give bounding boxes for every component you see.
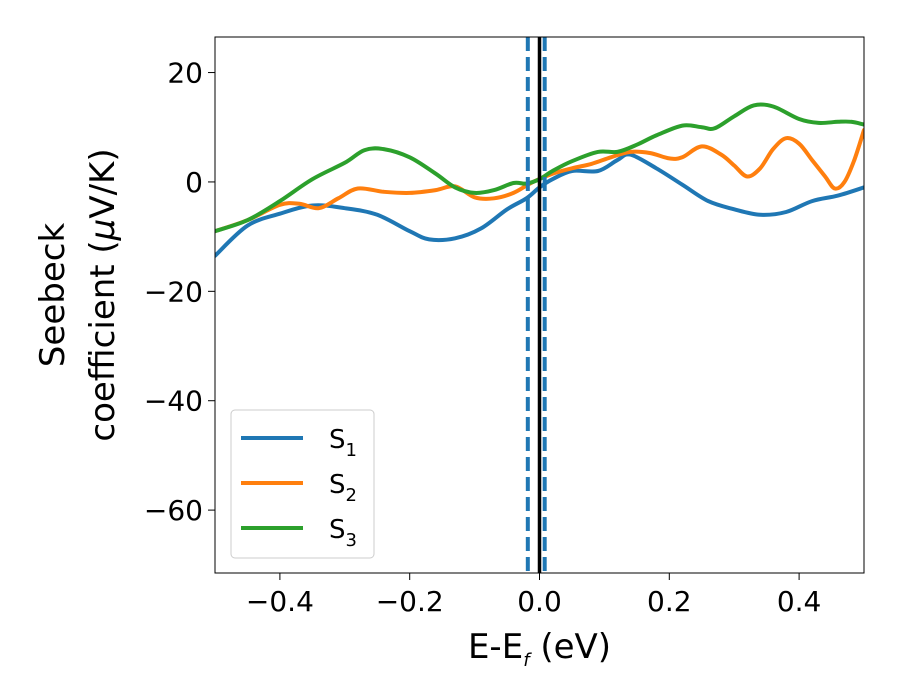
- y-tick-label: −40: [144, 385, 203, 418]
- x-tick-label: 0.4: [777, 585, 822, 618]
- series-line-s2: [215, 128, 864, 234]
- series-lines: [215, 102, 864, 258]
- series-line-s3: [215, 102, 864, 234]
- axis-ticks: −0.4 −0.2 0.0 0.2 0.4 20 0 −20 −40 −60: [144, 57, 821, 618]
- x-tick-label: −0.4: [246, 585, 314, 618]
- series-line-s1: [215, 152, 864, 258]
- legend: S1 S2 S3: [230, 409, 375, 559]
- y-tick-label: 20: [167, 57, 203, 90]
- x-tick-label: 0.0: [517, 585, 562, 618]
- y-axis-label-line2: coefficient (μV/K): [83, 148, 123, 441]
- legend-label-s1: S1: [329, 425, 357, 461]
- y-tick-label: −60: [144, 494, 203, 527]
- y-axis-label: Seebeck coefficient (μV/K): [33, 148, 123, 441]
- fermi-lines: [525, 37, 547, 573]
- x-tick-label: 0.2: [647, 585, 692, 618]
- y-tick-label: −20: [144, 275, 203, 308]
- legend-label-s2: S2: [329, 470, 357, 506]
- x-tick-label: −0.2: [376, 585, 444, 618]
- legend-label-s3: S3: [329, 515, 357, 551]
- y-tick-label: 0: [185, 166, 203, 199]
- y-axis-label-line1: Seebeck: [33, 223, 73, 368]
- x-axis-label: E-Ef (eV): [468, 627, 611, 671]
